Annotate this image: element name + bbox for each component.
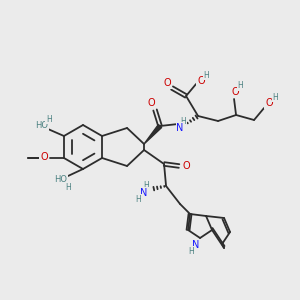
Text: O: O xyxy=(40,152,48,162)
Text: O: O xyxy=(197,76,205,86)
Text: H: H xyxy=(65,184,71,193)
Polygon shape xyxy=(144,124,162,144)
Text: O: O xyxy=(40,153,48,163)
Text: H: H xyxy=(46,115,52,124)
Text: N: N xyxy=(140,188,148,198)
Text: H: H xyxy=(188,247,194,256)
Text: O: O xyxy=(265,98,273,108)
Text: O: O xyxy=(147,98,155,108)
Text: N: N xyxy=(176,123,184,133)
Text: HO: HO xyxy=(55,176,68,184)
Text: HO: HO xyxy=(35,122,48,130)
Text: H: H xyxy=(180,118,186,127)
Text: O: O xyxy=(163,78,171,88)
Text: O: O xyxy=(231,87,239,97)
Text: O: O xyxy=(182,161,190,171)
Text: H: H xyxy=(143,182,149,190)
Text: N: N xyxy=(192,240,200,250)
Text: H: H xyxy=(272,92,278,101)
Text: H: H xyxy=(135,194,141,203)
Text: H: H xyxy=(237,82,243,91)
Text: H: H xyxy=(203,70,209,80)
